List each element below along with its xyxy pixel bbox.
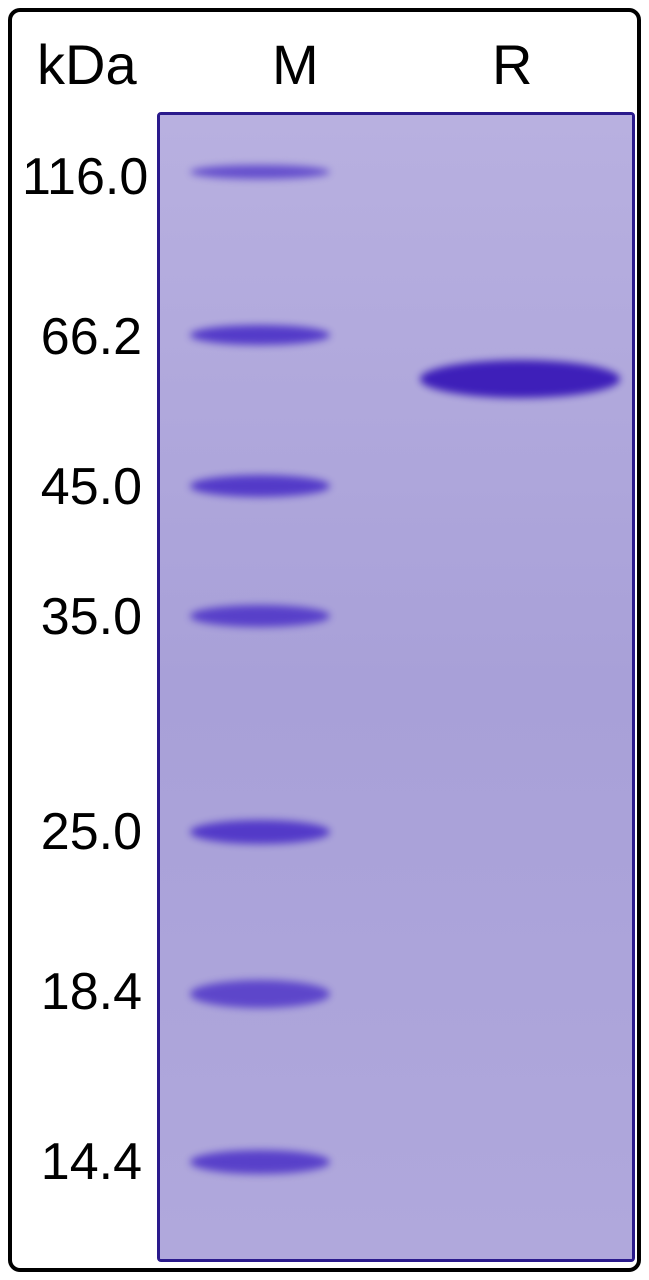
- lane-marker-label: M: [272, 32, 319, 97]
- mw-label: 116.0: [22, 147, 142, 207]
- gel-image-frame: kDa M R 116.0 66.2 45.0 35.0 25.0 18.4 14.4: [8, 8, 641, 1272]
- mw-label: 66.2: [22, 307, 142, 367]
- mw-label: 18.4: [22, 962, 142, 1022]
- gel-lane-container: [157, 112, 635, 1262]
- marker-band: [190, 165, 330, 179]
- gel-background: [160, 115, 632, 1259]
- unit-label: kDa: [37, 32, 137, 97]
- marker-band: [190, 980, 330, 1008]
- mw-label: 35.0: [22, 587, 142, 647]
- marker-band: [190, 475, 330, 497]
- mw-label: 14.4: [22, 1132, 142, 1192]
- mw-label: 25.0: [22, 802, 142, 862]
- marker-band: [190, 325, 330, 345]
- marker-band: [190, 605, 330, 627]
- marker-band: [190, 1150, 330, 1174]
- mw-label: 45.0: [22, 457, 142, 517]
- sample-band: [420, 360, 620, 398]
- marker-band: [190, 820, 330, 844]
- lane-sample-label: R: [492, 32, 532, 97]
